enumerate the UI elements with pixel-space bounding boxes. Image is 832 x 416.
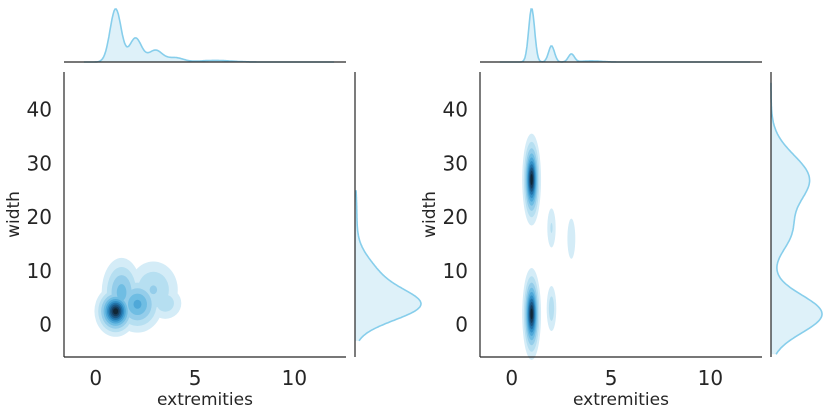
x-marginal-kde [499,8,751,63]
x-tick-label: 5 [189,366,202,390]
joint-plot-right: 0 5 10 0 10 20 30 40 extremities width [420,8,823,410]
density-contour-level-3 [149,285,158,295]
y-tick-label: 0 [455,313,468,337]
y-axis-title: width [420,191,440,238]
density-contour-level-5 [133,299,142,309]
y-tick-label: 10 [443,259,468,283]
y-axis-title: width [4,191,24,238]
density-contour-level-2 [548,296,555,321]
y-tick-label: 40 [443,98,468,122]
y-tick-label: 20 [27,205,52,229]
density-contour-level-10 [530,308,533,320]
density-contour-level-1 [567,218,576,259]
y-marginal-fill [355,190,421,341]
y-tick-label: 0 [39,313,52,337]
x-axis-title: extremities [157,390,253,410]
joint-density [94,257,182,337]
density-contour-level-10 [530,174,533,186]
y-marginal-kde [770,82,823,355]
y-marginal-fill [771,82,822,355]
y-tick-label: 10 [27,259,52,283]
x-axis-title: extremities [573,390,669,410]
density-contour-level-2 [550,222,553,233]
x-tick-label: 0 [505,366,518,390]
y-marginal-kde [355,190,422,342]
y-tick-label: 30 [443,151,468,175]
y-tick-label: 40 [27,98,52,122]
x-tick-label: 10 [698,366,723,390]
density-contour-level-2 [156,294,174,312]
y-tick-label: 30 [27,151,52,175]
density-contour-level-10 [113,308,119,315]
joint-density [522,133,576,360]
x-tick-label: 5 [605,366,618,390]
density-contour-level-4 [116,284,127,301]
x-marginal-fill [83,9,335,62]
x-tick-label: 0 [89,366,102,390]
x-tick-label: 10 [282,366,307,390]
y-tick-label: 20 [443,205,468,229]
joint-plot-left: 0 5 10 0 10 20 30 40 extremities width [4,8,422,410]
